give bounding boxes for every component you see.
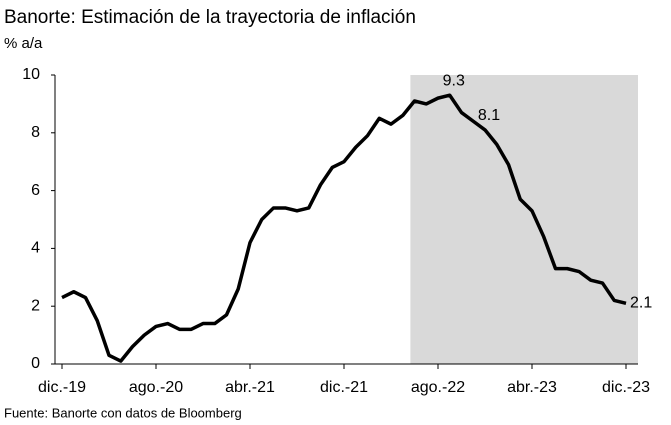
y-tick-label: 4 [31, 240, 40, 257]
x-tick-label: dic.-21 [320, 379, 368, 396]
y-tick-label: 0 [31, 355, 40, 372]
x-tick-label: abr.-23 [507, 379, 557, 396]
y-tick-label: 8 [31, 124, 40, 141]
series-line [61, 93, 627, 363]
x-tick-label: dic.-19 [38, 379, 86, 396]
source-note: Fuente: Banorte con datos de Bloomberg [4, 405, 242, 420]
x-tick-label: abr.-21 [225, 379, 275, 396]
x-tick-label: dic.-23 [602, 379, 650, 396]
chart-title: Banorte: Estimación de la trayectoria de… [4, 7, 416, 28]
y-tick-label: 2 [31, 297, 40, 314]
data-label: 9.3 [443, 72, 465, 89]
y-tick-label: 10 [22, 66, 40, 83]
chart-subtitle: % a/a [4, 35, 43, 52]
shaded-region [410, 75, 638, 364]
data-label: 8.1 [478, 107, 500, 124]
x-tick-label: ago.-20 [129, 379, 183, 396]
data-label: 2.1 [630, 295, 652, 312]
x-tick-label: ago.-22 [411, 379, 465, 396]
y-tick-label: 6 [31, 182, 40, 199]
